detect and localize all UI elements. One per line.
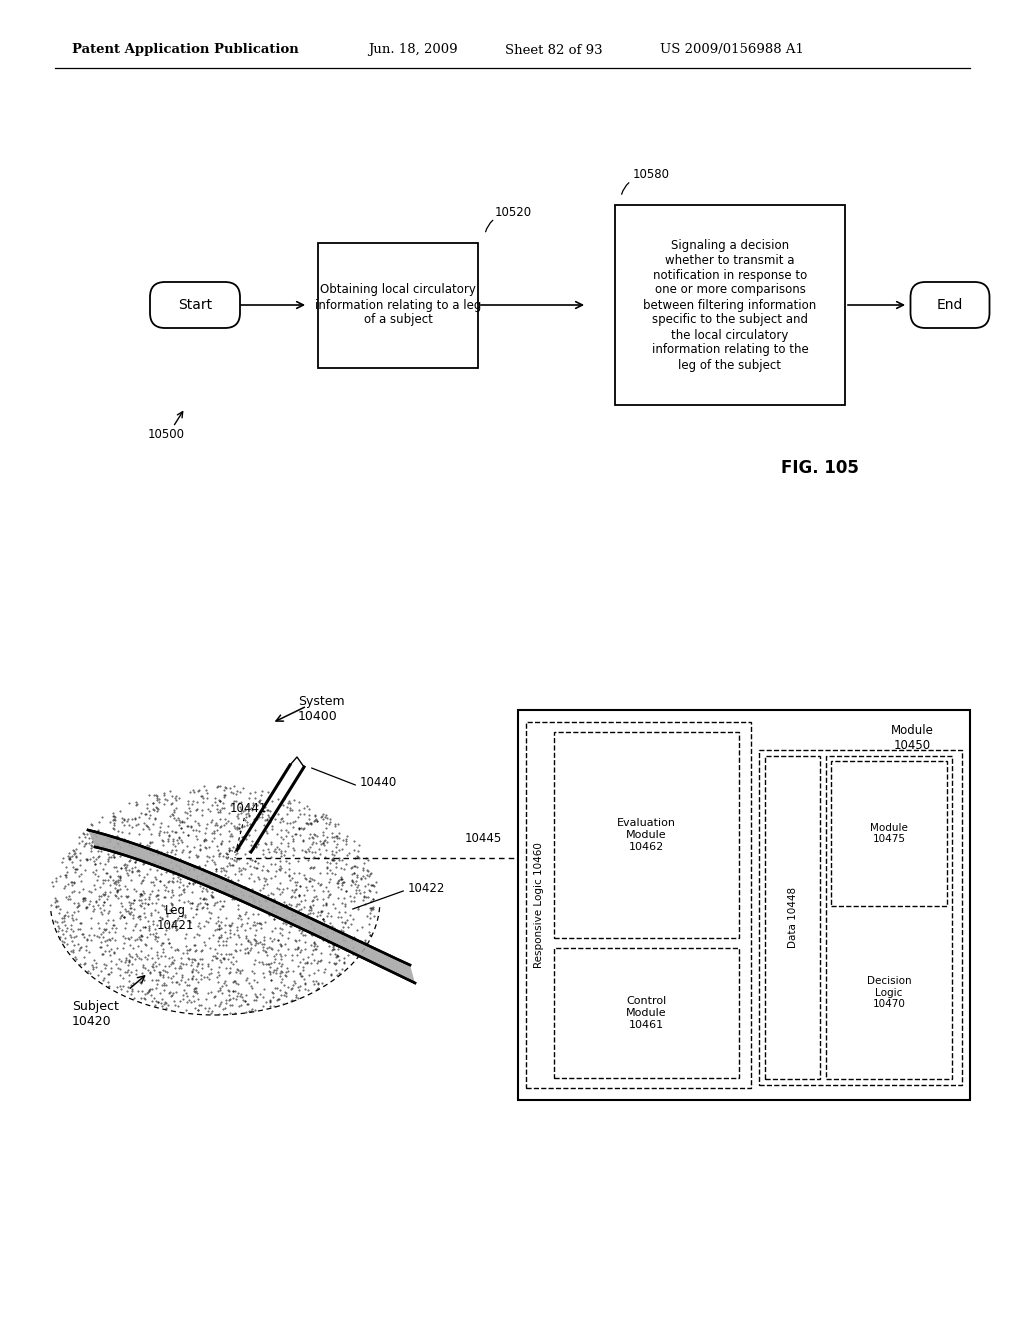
Text: Patent Application Publication: Patent Application Publication [72,44,299,57]
Text: Data 10448: Data 10448 [787,887,798,948]
FancyBboxPatch shape [910,282,989,327]
Text: FIG. 104: FIG. 104 [831,972,909,989]
Text: FIG. 105: FIG. 105 [781,459,859,477]
Text: 10440: 10440 [360,776,397,788]
Bar [554,948,739,1078]
Text: Module
10475: Module 10475 [870,822,908,845]
Text: 10580: 10580 [633,169,670,181]
Bar [759,750,962,1085]
Text: Jun. 18, 2009: Jun. 18, 2009 [368,44,458,57]
Text: Start: Start [178,298,212,312]
Text: 10500: 10500 [148,429,185,441]
Text: Decision
Logic
10470: Decision Logic 10470 [866,975,911,1008]
Text: Responsive Logic 10460: Responsive Logic 10460 [534,842,544,968]
Bar [318,243,478,367]
Bar [526,722,751,1088]
Text: Module
10450: Module 10450 [891,723,934,752]
Text: Leg
10421: Leg 10421 [157,904,194,932]
Text: 10520: 10520 [495,206,532,219]
Text: Evaluation
Module
10462: Evaluation Module 10462 [617,818,676,851]
Bar [826,756,952,1078]
Bar [615,205,845,405]
Text: 10445: 10445 [465,832,502,845]
Text: 10441: 10441 [229,801,266,814]
Text: Sheet 82 of 93: Sheet 82 of 93 [505,44,603,57]
Text: Control
Module
10461: Control Module 10461 [627,997,667,1030]
Text: End: End [937,298,964,312]
Bar [518,710,970,1100]
Text: System
10400: System 10400 [298,696,345,723]
Text: US 2009/0156988 A1: US 2009/0156988 A1 [660,44,804,57]
Text: Obtaining local circulatory
information relating to a leg
of a subject: Obtaining local circulatory information … [314,284,481,326]
FancyBboxPatch shape [150,282,240,327]
Bar [765,756,820,1078]
Bar [554,733,739,939]
Polygon shape [88,830,415,983]
Bar [831,762,947,906]
Text: 10422: 10422 [408,882,445,895]
Text: Subject
10420: Subject 10420 [72,1001,119,1028]
Text: Signaling a decision
whether to transmit a
notification in response to
one or mo: Signaling a decision whether to transmit… [643,239,816,371]
